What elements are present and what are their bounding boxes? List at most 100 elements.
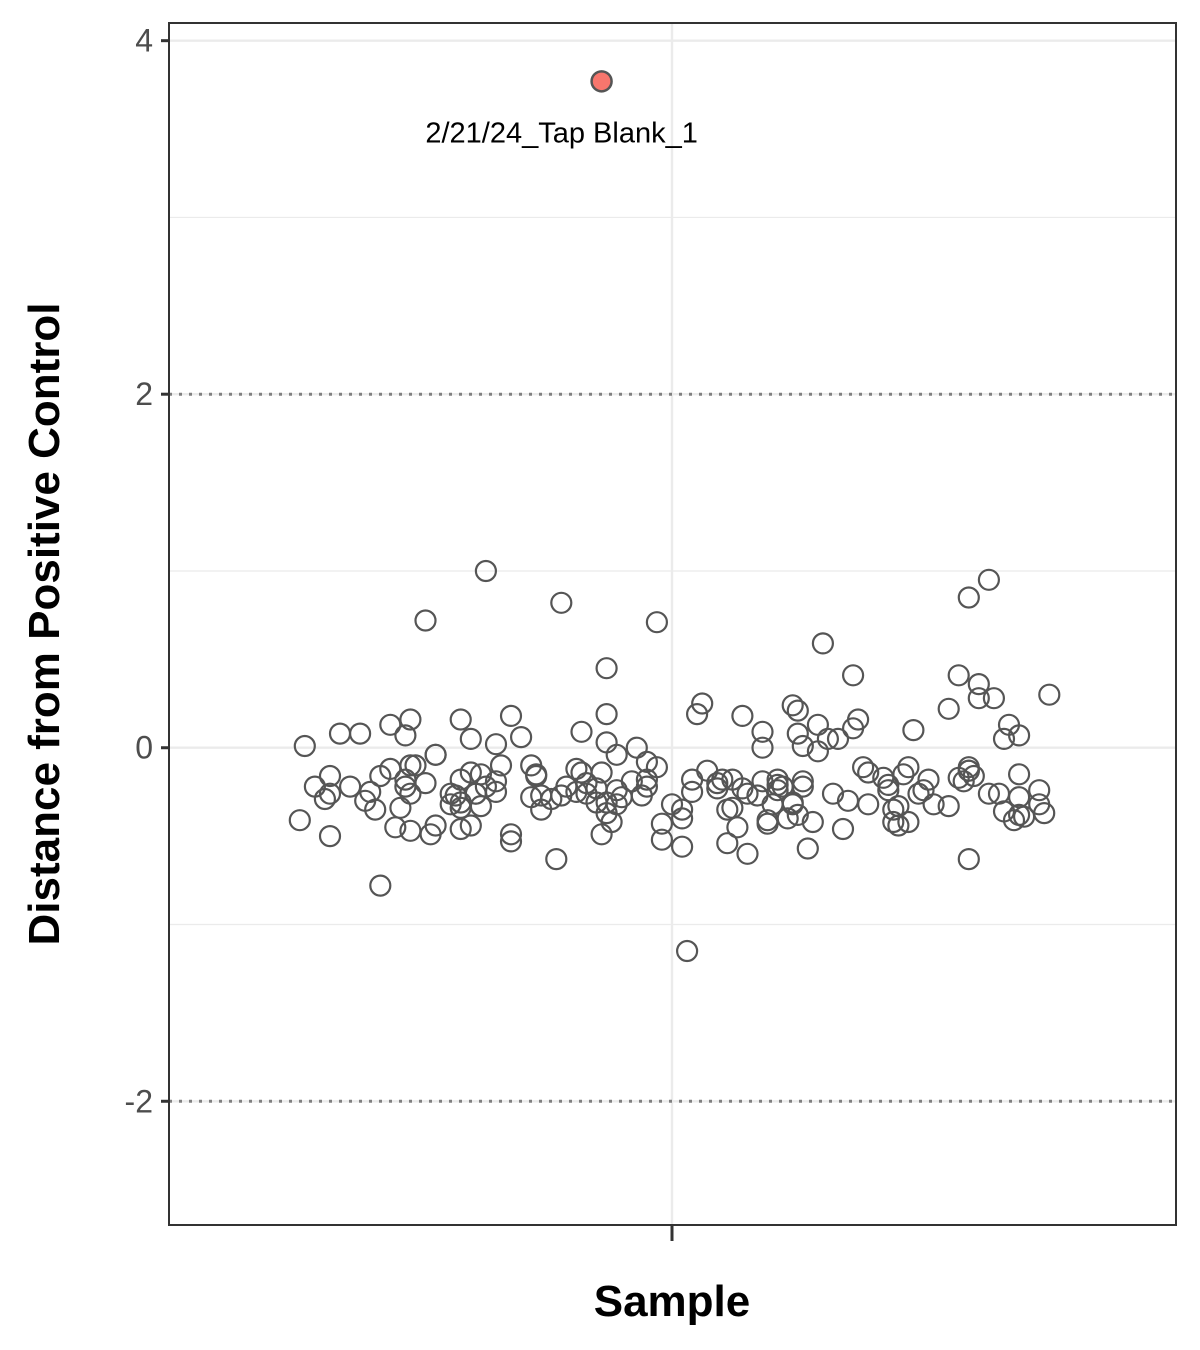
data-point[interactable] <box>499 823 523 846</box>
data-point[interactable] <box>751 736 774 759</box>
data-point[interactable] <box>957 759 980 782</box>
data-point[interactable] <box>394 724 417 747</box>
data-point[interactable] <box>379 713 402 736</box>
data-point[interactable] <box>499 704 523 728</box>
data-point[interactable] <box>736 842 759 865</box>
data-point[interactable] <box>459 761 482 784</box>
data-point[interactable] <box>716 832 739 855</box>
data-point[interactable] <box>318 782 342 805</box>
data-point[interactable] <box>318 824 342 848</box>
data-point[interactable] <box>670 798 694 821</box>
data-point[interactable] <box>449 708 472 731</box>
data-point[interactable] <box>731 777 754 800</box>
data-point[interactable] <box>1038 683 1061 706</box>
data-point[interactable] <box>328 722 352 745</box>
data-point[interactable] <box>781 694 804 717</box>
data-point[interactable] <box>399 708 422 731</box>
data-point[interactable] <box>1033 801 1056 825</box>
data-point[interactable] <box>670 835 694 858</box>
data-point[interactable] <box>1007 724 1031 747</box>
data-point[interactable] <box>706 771 729 795</box>
data-point[interactable] <box>952 770 975 793</box>
data-point[interactable] <box>691 692 714 715</box>
data-point[interactable] <box>414 609 437 632</box>
data-point[interactable] <box>947 664 970 687</box>
data-point[interactable] <box>570 720 593 743</box>
data-point[interactable] <box>736 782 759 805</box>
data-point[interactable] <box>791 734 814 758</box>
data-point[interactable] <box>364 798 387 821</box>
data-point[interactable] <box>670 807 694 830</box>
data-point[interactable] <box>806 713 830 736</box>
data-point[interactable] <box>851 756 875 779</box>
data-point[interactable] <box>711 768 734 791</box>
data-point[interactable] <box>650 812 674 835</box>
data-point[interactable] <box>882 798 905 821</box>
data-point[interactable] <box>474 775 497 798</box>
data-point[interactable] <box>484 780 508 804</box>
data-point[interactable] <box>967 672 990 696</box>
data-point[interactable] <box>389 796 412 819</box>
data-point[interactable] <box>786 803 809 827</box>
data-point[interactable] <box>685 702 709 726</box>
highlight-point[interactable] <box>590 70 613 93</box>
data-point[interactable] <box>590 823 613 846</box>
data-point[interactable] <box>424 743 447 766</box>
data-point[interactable] <box>897 756 920 779</box>
data-point[interactable] <box>902 718 925 742</box>
data-point[interactable] <box>680 780 704 804</box>
data-point[interactable] <box>967 687 990 710</box>
data-point[interactable] <box>857 761 880 784</box>
data-point[interactable] <box>349 722 372 745</box>
data-point[interactable] <box>796 837 819 860</box>
data-point[interactable] <box>313 787 336 811</box>
data-point[interactable] <box>650 828 674 851</box>
data-point[interactable] <box>801 810 824 834</box>
data-point[interactable] <box>816 727 840 751</box>
data-point[interactable] <box>404 754 427 777</box>
data-point[interactable] <box>525 763 548 786</box>
data-point[interactable] <box>590 761 613 784</box>
data-point[interactable] <box>399 782 422 805</box>
data-point[interactable] <box>399 819 422 842</box>
data-point[interactable] <box>841 664 865 687</box>
data-point[interactable] <box>645 611 669 634</box>
data-point[interactable] <box>982 687 1006 710</box>
data-point[interactable] <box>957 586 980 609</box>
data-point[interactable] <box>449 817 472 841</box>
data-point[interactable] <box>846 708 870 731</box>
data-point[interactable] <box>424 814 447 837</box>
data-point[interactable] <box>369 874 392 897</box>
data-point[interactable] <box>826 727 850 751</box>
data-point[interactable] <box>635 775 659 798</box>
data-point[interactable] <box>887 794 910 818</box>
data-point[interactable] <box>1002 809 1026 832</box>
data-point[interactable] <box>857 793 880 816</box>
data-point[interactable] <box>766 768 789 791</box>
data-point[interactable] <box>917 768 940 791</box>
data-point[interactable] <box>414 771 437 795</box>
data-point[interactable] <box>384 816 407 839</box>
data-point[interactable] <box>786 722 809 745</box>
data-point[interactable] <box>459 727 482 751</box>
data-point[interactable] <box>499 830 523 853</box>
data-point[interactable] <box>726 816 749 839</box>
data-point[interactable] <box>766 779 789 802</box>
data-point[interactable] <box>339 775 362 798</box>
data-point[interactable] <box>937 794 960 818</box>
data-point[interactable] <box>696 759 719 782</box>
data-point[interactable] <box>962 764 985 788</box>
data-point[interactable] <box>731 704 754 728</box>
data-point[interactable] <box>1007 763 1031 786</box>
data-point[interactable] <box>897 810 920 834</box>
data-point[interactable] <box>957 847 980 871</box>
data-point[interactable] <box>877 773 900 797</box>
data-point[interactable] <box>550 591 573 614</box>
data-point[interactable] <box>831 817 855 841</box>
data-point[interactable] <box>605 779 628 802</box>
data-point[interactable] <box>545 847 568 871</box>
data-point[interactable] <box>791 770 814 793</box>
data-point[interactable] <box>922 793 945 816</box>
data-point[interactable] <box>937 697 960 720</box>
data-point[interactable] <box>892 763 915 786</box>
